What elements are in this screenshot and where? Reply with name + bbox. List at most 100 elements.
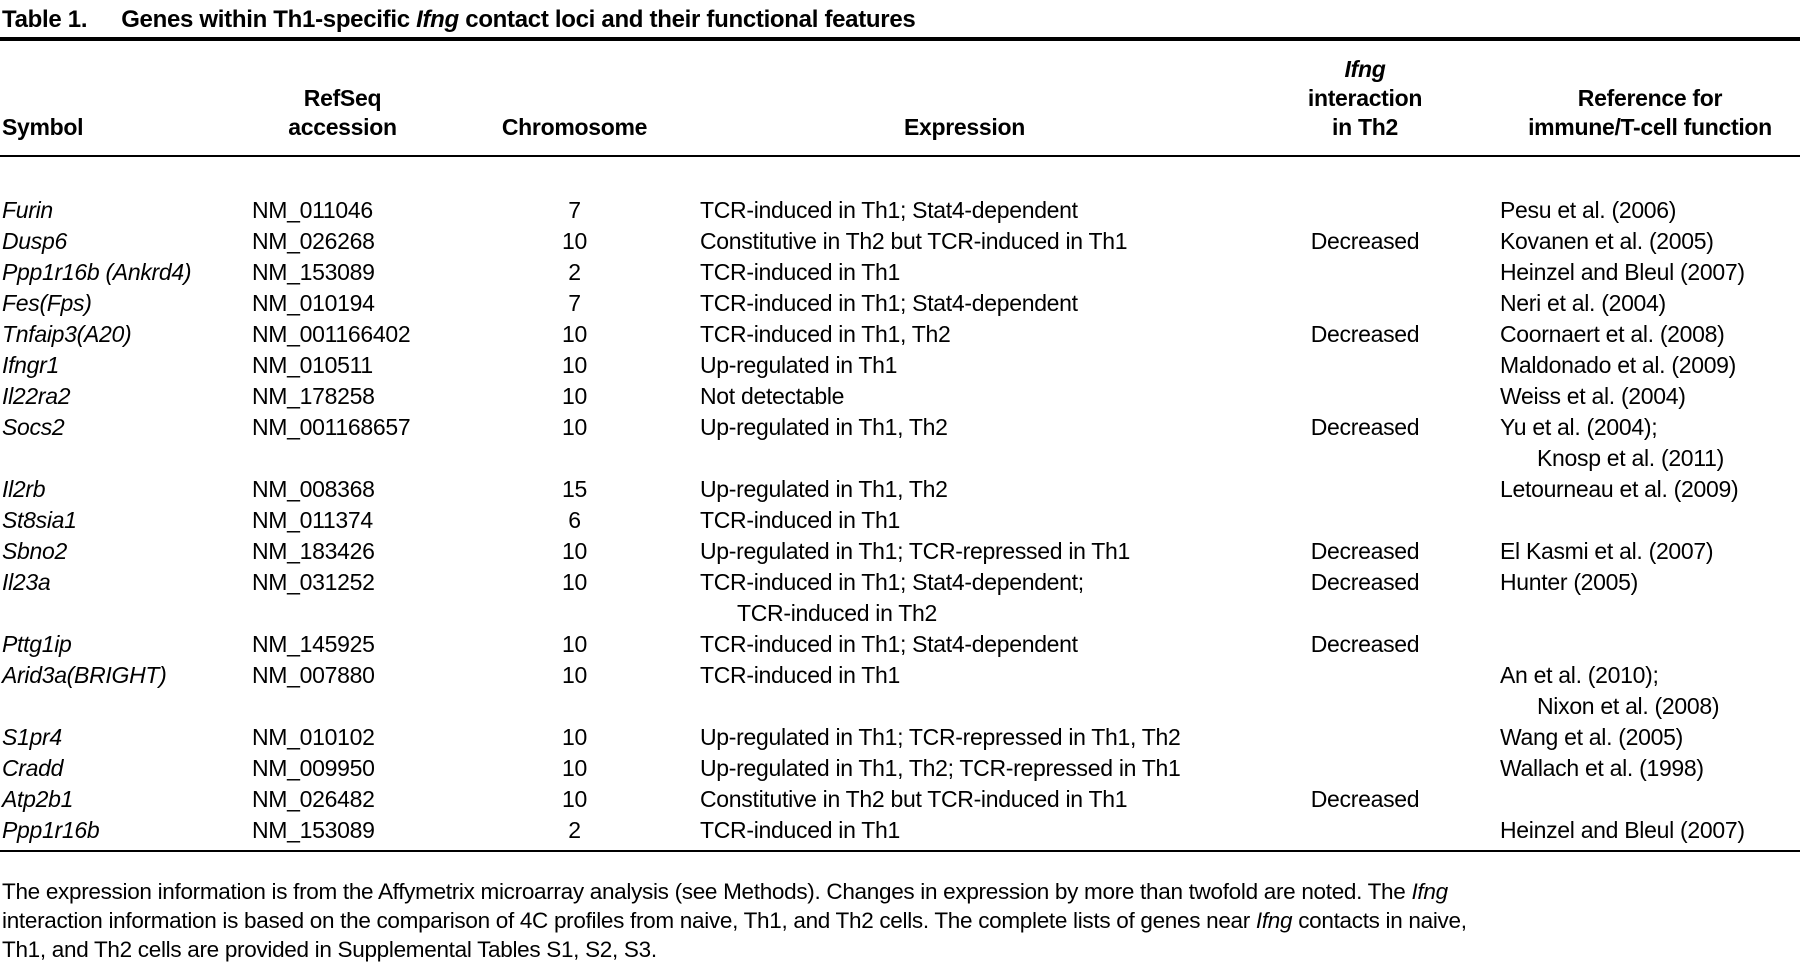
chromosome-cell: 7 — [465, 288, 700, 319]
reference-cell: Wang et al. (2005) — [1445, 722, 1800, 753]
table-row: Il23a NM_031252 10 TCR-induced in Th1; S… — [0, 567, 1800, 629]
footnote-line3: Th1, and Th2 cells are provided in Suppl… — [2, 937, 657, 962]
reference-text: Hunter (2005) — [1500, 569, 1639, 595]
table-body: Furin NM_011046 7 TCR-induced in Th1; St… — [0, 157, 1800, 846]
gene-symbol-cell: Il23a — [0, 567, 250, 598]
reference-text: Yu et al. (2004); — [1500, 414, 1658, 440]
refseq-accession: NM_009950 — [252, 755, 375, 781]
refseq-accession: NM_001168657 — [252, 414, 411, 440]
table-row: Arid3a(BRIGHT) NM_007880 10 TCR-induced … — [0, 660, 1800, 722]
expression-cell: Constitutive in Th2 but TCR-induced in T… — [700, 784, 1285, 815]
table-row: Fes(Fps) NM_010194 7 TCR-induced in Th1;… — [0, 288, 1800, 319]
reference-cell: Kovanen et al. (2005) — [1445, 226, 1800, 257]
refseq-accession: NM_010511 — [252, 352, 373, 378]
gene-symbol-cell: Il2rb — [0, 474, 250, 505]
footnote-line1-gene: Ifng — [1411, 879, 1448, 904]
reference-cell: Pesu et al. (2006) — [1445, 195, 1800, 226]
chromosome-number: 6 — [568, 507, 581, 533]
gene-symbol: Fes(Fps) — [2, 290, 92, 316]
interaction-cell: Decreased — [1285, 629, 1445, 660]
reference-cell: Heinzel and Bleul (2007) — [1445, 257, 1800, 288]
gene-symbol: Ppp1r16b — [2, 817, 100, 843]
expression-cell: Up-regulated in Th1, Th2; TCR-repressed … — [700, 753, 1285, 784]
chromosome-cell: 10 — [465, 412, 700, 443]
refseq-accession-cell: NM_011374 — [250, 505, 465, 536]
refseq-accession: NM_183426 — [252, 538, 375, 564]
chromosome-cell: 10 — [465, 319, 700, 350]
table-title-part1: Genes within Th1-specific — [121, 6, 417, 33]
top-rule — [0, 37, 1800, 41]
table-title-text: Genes within Th1-specific Ifng contact l… — [121, 6, 916, 33]
refseq-accession: NM_007880 — [252, 662, 375, 688]
gene-symbol: Il22ra2 — [2, 383, 71, 409]
header-refseq-line2: accession — [288, 114, 397, 140]
expression-cell: Constitutive in Th2 but TCR-induced in T… — [700, 226, 1285, 257]
refseq-accession-cell: NM_007880 — [250, 660, 465, 691]
expression-text-line2: TCR-induced in Th2 — [737, 600, 937, 626]
chromosome-number: 7 — [568, 197, 581, 223]
gene-symbol: Socs2 — [2, 414, 65, 440]
table-row: Ppp1r16b NM_153089 2 TCR-induced in Th1 … — [0, 815, 1800, 846]
interaction-cell: Decreased — [1285, 784, 1445, 815]
refseq-accession: NM_026482 — [252, 786, 375, 812]
expression-text: Up-regulated in Th1, Th2 — [700, 414, 948, 440]
reference-cell: Neri et al. (2004) — [1445, 288, 1800, 319]
chromosome-number: 10 — [562, 755, 587, 781]
table-row: Tnfaip3(A20) NM_001166402 10 TCR-induced… — [0, 319, 1800, 350]
interaction-status: Decreased — [1310, 321, 1420, 347]
header-interaction-gene: Ifng — [1344, 56, 1386, 82]
gene-symbol-cell: Fes(Fps) — [0, 288, 250, 319]
refseq-accession-cell: NM_026268 — [250, 226, 465, 257]
chromosome-number: 15 — [562, 476, 587, 502]
table-row: Ifngr1 NM_010511 10 Up-regulated in Th1 … — [0, 350, 1800, 381]
table-row: S1pr4 NM_010102 10 Up-regulated in Th1; … — [0, 722, 1800, 753]
chromosome-cell: 2 — [465, 815, 700, 846]
gene-symbol-cell: Dusp6 — [0, 226, 250, 257]
reference-text: Wallach et al. (1998) — [1500, 755, 1704, 781]
reference-cell: Yu et al. (2004); Knosp et al. (2011) — [1445, 412, 1800, 474]
refseq-accession: NM_153089 — [252, 817, 375, 843]
header-interaction-line2: in Th2 — [1332, 114, 1398, 140]
header-chromosome: Chromosome — [465, 113, 700, 142]
interaction-status: Decreased — [1310, 414, 1420, 440]
reference-cell: Heinzel and Bleul (2007) — [1445, 815, 1800, 846]
gene-symbol: Arid3a(BRIGHT) — [2, 662, 167, 688]
interaction-cell: Decreased — [1285, 226, 1445, 257]
refseq-accession-cell: NM_008368 — [250, 474, 465, 505]
gene-symbol: S1pr4 — [2, 724, 62, 750]
gene-symbol-cell: Atp2b1 — [0, 784, 250, 815]
reference-cell: Hunter (2005) — [1445, 567, 1800, 598]
table-title: Table 1. Genes within Th1-specific Ifng c… — [0, 0, 1800, 34]
refseq-accession-cell: NM_178258 — [250, 381, 465, 412]
header-ifng-interaction: Ifng interaction in Th2 — [1285, 55, 1445, 142]
refseq-accession-cell: NM_009950 — [250, 753, 465, 784]
reference-text: Heinzel and Bleul (2007) — [1500, 259, 1745, 285]
gene-symbol-cell: Ifngr1 — [0, 350, 250, 381]
gene-symbol: Atp2b1 — [2, 786, 74, 812]
refseq-accession-cell: NM_010511 — [250, 350, 465, 381]
expression-cell: Not detectable — [700, 381, 1285, 412]
expression-text: Up-regulated in Th1 — [700, 352, 898, 378]
expression-text: TCR-induced in Th1 — [700, 259, 900, 285]
expression-cell: TCR-induced in Th1, Th2 — [700, 319, 1285, 350]
table-header-row: Symbol RefSeq accession Chromosome Expre… — [0, 41, 1800, 142]
reference-cell: An et al. (2010); Nixon et al. (2008) — [1445, 660, 1800, 722]
refseq-accession: NM_008368 — [252, 476, 375, 502]
table-row: Il22ra2 NM_178258 10 Not detectable Weis… — [0, 381, 1800, 412]
gene-symbol-cell: S1pr4 — [0, 722, 250, 753]
footer-rule — [0, 850, 1800, 852]
gene-symbol-cell: Ppp1r16b (Ankrd4) — [0, 257, 250, 288]
gene-symbol: Ppp1r16b (Ankrd4) — [2, 259, 192, 285]
expression-text: Up-regulated in Th1; TCR-repressed in Th… — [700, 538, 1131, 564]
refseq-accession: NM_153089 — [252, 259, 375, 285]
gene-symbol: Cradd — [2, 755, 64, 781]
reference-text: El Kasmi et al. (2007) — [1500, 538, 1714, 564]
chromosome-number: 10 — [562, 352, 587, 378]
chromosome-cell: 10 — [465, 350, 700, 381]
refseq-accession: NM_001166402 — [252, 321, 411, 347]
gene-symbol-cell: Tnfaip3(A20) — [0, 319, 250, 350]
interaction-status: Decreased — [1310, 786, 1420, 812]
reference-cell: Letourneau et al. (2009) — [1445, 474, 1800, 505]
chromosome-cell: 10 — [465, 660, 700, 691]
